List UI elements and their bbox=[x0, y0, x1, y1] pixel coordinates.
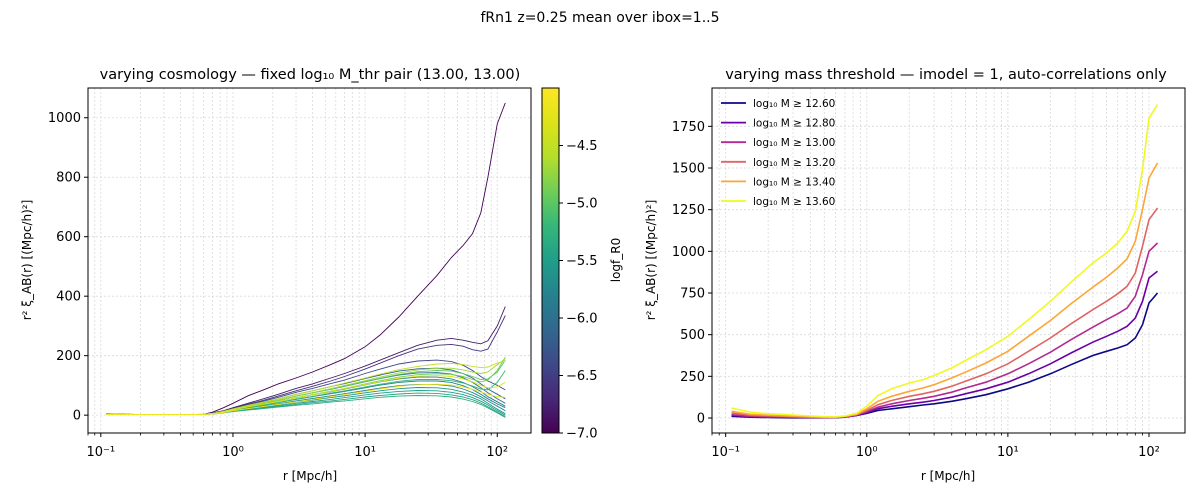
series-line-4 bbox=[731, 207, 1159, 419]
left-axes-frame bbox=[87, 87, 532, 434]
x-tick-label: 10² bbox=[486, 445, 508, 460]
colorbar-tick-label: −6.5 bbox=[566, 369, 598, 384]
legend-entry-label: log₁₀ M ≥ 13.40 bbox=[753, 176, 835, 188]
series-line-17 bbox=[106, 358, 506, 416]
y-tick-label: 1500 bbox=[672, 162, 705, 177]
y-tick-label: 0 bbox=[73, 409, 81, 424]
right-tick-marks: 10⁻¹ 10⁰ 10¹ 10² 0 250 500 750 1000 1250 1500 1750 bbox=[672, 120, 1160, 460]
right-legend: log₁₀ M ≥ 12.60 log₁₀ M ≥ 12.80 log₁₀ M ≥ … bbox=[721, 98, 835, 208]
left-series-lines bbox=[106, 102, 506, 418]
right-axes-frame bbox=[711, 87, 1186, 434]
left-chart-title: varying cosmology — fixed log₁₀ M_thr pa… bbox=[100, 67, 521, 83]
colorbar-ticks: −7.0 −6.5 −6.0 −5.5 −5.0 −4.5 bbox=[559, 139, 598, 442]
series-line-20 bbox=[106, 383, 506, 416]
right-series-lines bbox=[731, 104, 1159, 419]
left-gridlines bbox=[87, 88, 531, 433]
left-y-axis-label: r² ξ_AB(r) [(Mpc/h)²] bbox=[20, 200, 34, 321]
y-tick-label: 750 bbox=[680, 287, 705, 302]
legend-entry-label: log₁₀ M ≥ 13.60 bbox=[753, 196, 835, 208]
y-tick-label: 1250 bbox=[672, 203, 705, 218]
right-chart-title: varying mass threshold — imodel = 1, aut… bbox=[725, 67, 1167, 83]
legend-entry-label: log₁₀ M ≥ 13.20 bbox=[753, 157, 835, 169]
colorbar: −7.0 −6.5 −6.0 −5.5 −5.0 −4.5 logf_R0 bbox=[541, 87, 623, 442]
colorbar-tick-label: −7.0 bbox=[566, 427, 598, 442]
x-tick-label: 10¹ bbox=[354, 445, 376, 460]
y-tick-label: 500 bbox=[680, 328, 705, 343]
right-y-axis-label: r² ξ_AB(r) [(Mpc/h)²] bbox=[644, 200, 658, 321]
left-tick-marks: 10⁻¹ 10⁰ 10¹ 10² 0 200 400 600 800 1000 bbox=[48, 111, 508, 460]
colorbar-tick-label: −5.5 bbox=[566, 254, 598, 269]
x-tick-label: 10⁰ bbox=[222, 445, 244, 460]
x-tick-label: 10¹ bbox=[997, 445, 1019, 460]
x-tick-label: 10⁻¹ bbox=[86, 445, 115, 460]
left-x-axis-label: r [Mpc/h] bbox=[283, 469, 337, 483]
y-tick-label: 1750 bbox=[672, 120, 705, 135]
legend-entry-label: log₁₀ M ≥ 12.80 bbox=[753, 118, 835, 130]
legend-entry-label: log₁₀ M ≥ 12.60 bbox=[753, 98, 835, 110]
colorbar-tick-label: −5.0 bbox=[566, 197, 598, 212]
series-line-3 bbox=[731, 242, 1159, 419]
colorbar-gradient bbox=[541, 87, 560, 434]
left-panel: varying cosmology — fixed log₁₀ M_thr pa… bbox=[20, 67, 532, 483]
y-tick-label: 1000 bbox=[48, 111, 81, 126]
y-tick-label: 250 bbox=[680, 370, 705, 385]
x-tick-label: 10⁻¹ bbox=[711, 445, 740, 460]
x-tick-label: 10² bbox=[1138, 445, 1160, 460]
right-panel: varying mass threshold — imodel = 1, aut… bbox=[644, 67, 1186, 483]
y-tick-label: 800 bbox=[56, 171, 81, 186]
right-x-axis-label: r [Mpc/h] bbox=[921, 469, 975, 483]
y-tick-label: 0 bbox=[697, 412, 705, 427]
y-tick-label: 1000 bbox=[672, 245, 705, 260]
series-line-6 bbox=[731, 104, 1159, 418]
x-tick-label: 10⁰ bbox=[856, 445, 878, 460]
colorbar-tick-label: −4.5 bbox=[566, 139, 598, 154]
colorbar-tick-label: −6.0 bbox=[566, 312, 598, 327]
y-tick-label: 200 bbox=[56, 349, 81, 364]
colorbar-label: logf_R0 bbox=[609, 238, 623, 283]
y-tick-label: 600 bbox=[56, 230, 81, 245]
legend-entry-label: log₁₀ M ≥ 13.00 bbox=[753, 137, 835, 149]
y-tick-label: 400 bbox=[56, 290, 81, 305]
figure-suptitle: fRn1 z=0.25 mean over ibox=1..5 bbox=[480, 10, 719, 26]
